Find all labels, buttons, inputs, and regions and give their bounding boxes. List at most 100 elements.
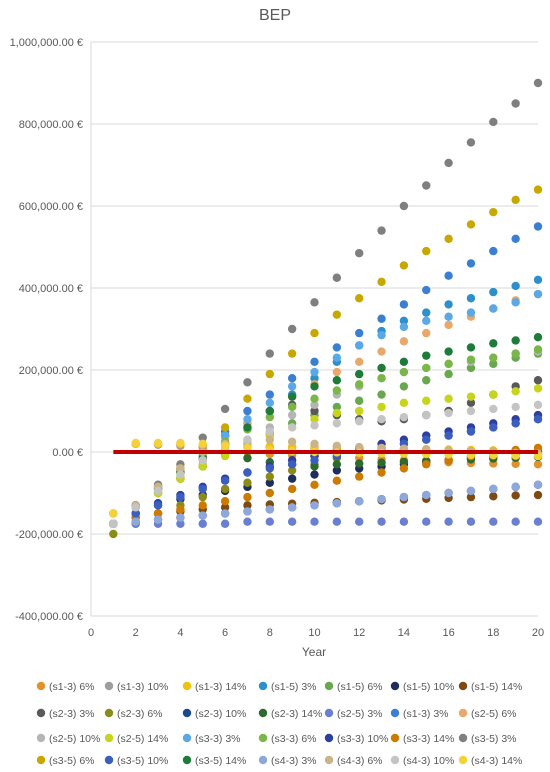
legend-item: (s3-5) 3% [459, 733, 517, 745]
legend-label: (s3-5) 10% [117, 755, 168, 767]
data-point [266, 436, 274, 444]
data-point [534, 376, 542, 384]
data-point [199, 501, 207, 509]
data-point [400, 337, 408, 345]
legend-label: (s1-5) 14% [471, 681, 522, 693]
legend-label: (s2-5) 6% [471, 708, 517, 720]
data-point [489, 354, 497, 362]
data-point [310, 470, 318, 478]
data-point [467, 487, 475, 495]
data-point [400, 413, 408, 421]
data-point [400, 323, 408, 331]
data-point [310, 518, 318, 526]
data-point [176, 439, 184, 447]
data-point [243, 468, 251, 476]
legend-item: (s1-5) 6% [325, 681, 383, 693]
data-point [422, 308, 430, 316]
legend-label: (s3-3) 10% [337, 733, 388, 745]
y-tick-label: 0.00 € [52, 447, 83, 459]
legend-marker [259, 709, 267, 717]
data-point [288, 382, 296, 390]
data-point [444, 360, 452, 368]
data-point [199, 485, 207, 493]
legend-marker [37, 682, 45, 690]
data-point [467, 407, 475, 415]
data-point [511, 349, 519, 357]
legend-marker [259, 734, 267, 742]
legend-item: (s1-5) 14% [459, 681, 523, 693]
data-point [377, 226, 385, 234]
y-tick-label: 800,000.00 € [19, 119, 83, 131]
data-point [400, 493, 408, 501]
legend-marker [183, 756, 191, 764]
data-point [467, 138, 475, 146]
data-point [467, 308, 475, 316]
data-point [377, 347, 385, 355]
legend: (s1-3) 6% (s1-3) 10% (s1-3) 14% (s1-5) 3% (s… [37, 681, 523, 767]
data-point [422, 351, 430, 359]
data-point [154, 487, 162, 495]
data-point [355, 417, 363, 425]
y-tick-label: -200,000.00 € [15, 529, 83, 541]
data-point [377, 278, 385, 286]
data-point [310, 298, 318, 306]
legend-marker [183, 734, 191, 742]
legend-label: (s2-3) 14% [271, 708, 322, 720]
data-point [199, 511, 207, 519]
data-point [266, 370, 274, 378]
data-point [534, 460, 542, 468]
data-point [109, 530, 117, 538]
data-point [288, 392, 296, 400]
data-point [489, 208, 497, 216]
data-point [176, 493, 184, 501]
data-point [422, 411, 430, 419]
data-point [377, 403, 385, 411]
data-point [467, 294, 475, 302]
data-point [400, 368, 408, 376]
data-point [400, 464, 408, 472]
data-point [243, 454, 251, 462]
data-point [221, 509, 229, 517]
x-tick-label: 10 [308, 627, 320, 639]
data-point [377, 495, 385, 503]
x-tick-label: 14 [398, 627, 410, 639]
data-point [444, 321, 452, 329]
legend-label: (s3-3) 6% [271, 733, 317, 745]
data-point [422, 181, 430, 189]
legend-label: (s4-3) 6% [337, 755, 383, 767]
data-point [355, 341, 363, 349]
data-point [355, 518, 363, 526]
y-axis: -400,000.00 € -200,000.00 € 0.00 € 200,000.… [10, 37, 83, 623]
legend-label: (s1-3) 10% [117, 681, 168, 693]
data-point [266, 489, 274, 497]
data-point [355, 397, 363, 405]
data-point [489, 492, 497, 500]
data-point [422, 317, 430, 325]
data-point [511, 483, 519, 491]
data-point [377, 468, 385, 476]
legend-marker [391, 756, 399, 764]
legend-label: (s1-5) 3% [271, 681, 317, 693]
data-points [109, 79, 542, 538]
data-point [199, 493, 207, 501]
x-tick-label: 12 [353, 627, 365, 639]
data-point [310, 421, 318, 429]
data-point [422, 286, 430, 294]
data-point [534, 384, 542, 392]
y-tick-label: 600,000.00 € [19, 201, 83, 213]
legend-label: (s3-5) 3% [471, 733, 517, 745]
legend-item: (s1-3) 14% [183, 681, 247, 693]
data-point [489, 304, 497, 312]
legend-item: (s1-3) 10% [105, 681, 169, 693]
data-point [467, 427, 475, 435]
data-point [310, 358, 318, 366]
data-point [489, 390, 497, 398]
legend-marker [391, 734, 399, 742]
data-point [511, 336, 519, 344]
data-point [243, 479, 251, 487]
legend-marker [105, 682, 113, 690]
legend-marker [459, 709, 467, 717]
legend-item: (s4-3) 10% [391, 755, 455, 767]
legend-marker [259, 756, 267, 764]
legend-item: (s2-3) 10% [183, 708, 247, 720]
